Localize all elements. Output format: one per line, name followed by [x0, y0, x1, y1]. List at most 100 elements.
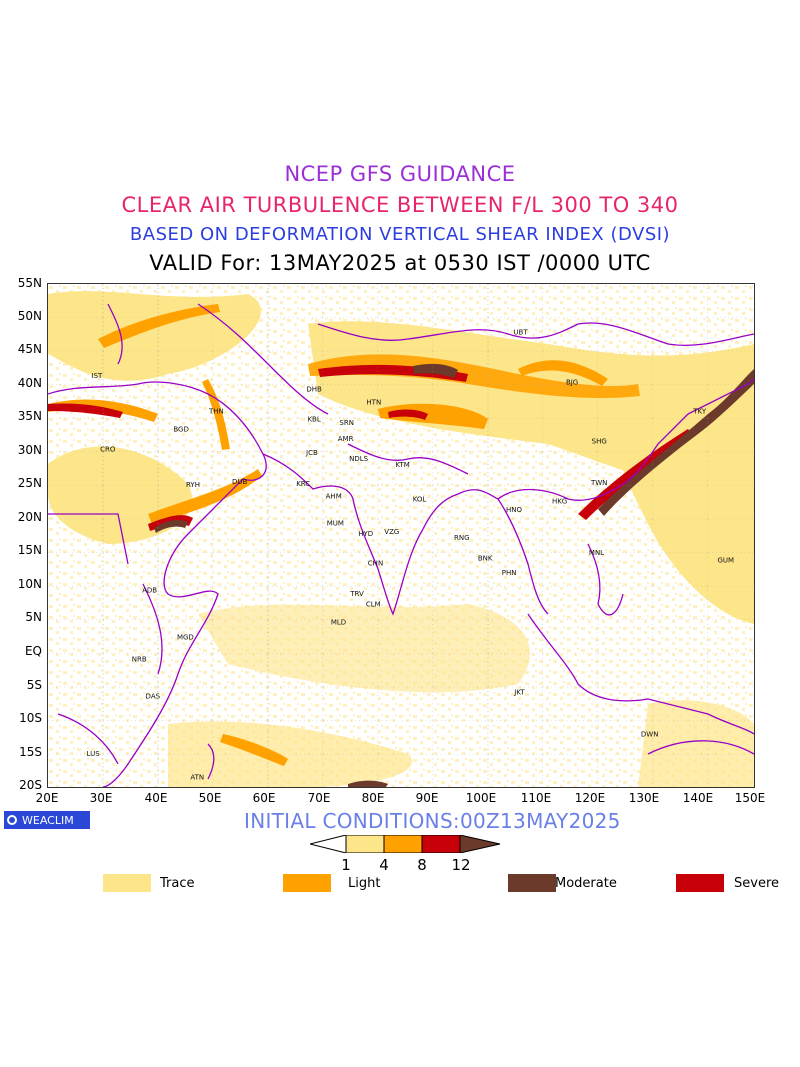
legend-label-moderate: Moderate	[555, 876, 617, 891]
lon-label: 30E	[89, 791, 113, 805]
city-label-srn: SRN	[339, 419, 354, 427]
lon-label: 130E	[628, 791, 660, 805]
lat-label: 35N	[17, 409, 42, 423]
lat-label: 50N	[17, 309, 42, 323]
lat-label: 45N	[17, 342, 42, 356]
city-label-atn: ATN	[190, 774, 204, 782]
city-label-hyd: HYD	[358, 530, 373, 538]
lat-label: 10N	[17, 577, 42, 591]
map-canvas: UBT BJG IST DHB HTN KBL SRN THN BGD SHG TKY AMR CRO J…	[48, 284, 754, 787]
colorbar	[310, 835, 501, 853]
city-label-phn: PHN	[502, 569, 517, 577]
lon-label: 80E	[361, 791, 385, 805]
colorbar-below-1	[310, 835, 347, 853]
city-label-ahm: AHM	[326, 493, 342, 501]
city-label-krc: KRC	[296, 480, 310, 488]
city-labels: UBT BJG IST DHB HTN KBL SRN THN BGD SHG TKY AMR CRO J…	[87, 328, 735, 781]
city-label-dub: DUB	[232, 478, 248, 486]
lon-label: 60E	[252, 791, 276, 805]
city-label-lus: LUS	[87, 750, 101, 758]
lon-label: 150E	[734, 791, 766, 805]
colorbar-trace	[345, 835, 385, 853]
title-product: CLEAR AIR TURBULENCE BETWEEN F/L 300 TO …	[121, 193, 679, 217]
lat-label: 40N	[17, 376, 42, 390]
boundaries	[48, 303, 754, 787]
city-label-nrb: NRB	[132, 656, 147, 664]
city-label-clm: CLM	[366, 601, 381, 609]
turbulence-map: UBT BJG IST DHB HTN KBL SRN THN BGD SHG TKY AMR CRO J…	[47, 283, 755, 788]
lat-label: 20S	[19, 778, 42, 792]
title-model: NCEP GFS GUIDANCE	[284, 162, 516, 186]
lat-label: 55N	[17, 276, 42, 290]
city-label-bnk: BNK	[478, 554, 493, 562]
initial-conditions: INITIAL CONDITIONS:00Z13MAY2025	[244, 809, 621, 833]
city-label-shg: SHG	[592, 438, 607, 446]
city-label-dhb: DHB	[306, 385, 322, 393]
legend-swatch-light	[283, 874, 331, 892]
city-label-trv: TRV	[349, 590, 364, 598]
colorbar-tick: 4	[379, 856, 389, 874]
colorbar-severe	[421, 835, 461, 853]
colorbar-tick: 12	[451, 856, 471, 874]
city-label-ndls: NDLS	[349, 455, 369, 463]
city-label-ist: IST	[92, 372, 104, 380]
logo-ring-icon	[7, 815, 17, 825]
city-label-jkt: JKT	[513, 688, 525, 696]
legend-swatch-trace	[103, 874, 151, 892]
city-label-jcb: JCB	[305, 449, 318, 457]
city-label-hno: HNO	[506, 506, 523, 514]
colorbar-tick: 1	[341, 856, 351, 874]
city-label-mld: MLD	[331, 619, 346, 627]
lon-label: 90E	[415, 791, 439, 805]
title-valid-time: VALID For: 13MAY2025 at 0530 IST /0000 U…	[149, 251, 651, 275]
lon-label: 50E	[198, 791, 222, 805]
colorbar-light	[383, 835, 423, 853]
city-label-dwn: DWN	[641, 731, 659, 739]
city-label-cro: CRO	[100, 446, 116, 454]
city-label-hkg: HKG	[552, 497, 567, 505]
city-label-kol: KOL	[413, 495, 427, 503]
city-label-adb: ADB	[142, 587, 157, 595]
city-label-htn: HTN	[366, 399, 381, 407]
city-label-kbl: KBL	[307, 416, 320, 424]
legend-label-trace: Trace	[160, 876, 195, 891]
lat-label: 25N	[17, 476, 42, 490]
lat-label: 30N	[17, 443, 42, 457]
city-label-das: DAS	[146, 693, 161, 701]
lon-label: 20E	[35, 791, 59, 805]
lon-label: 110E	[520, 791, 552, 805]
city-label-mnl: MNL	[589, 549, 604, 557]
lon-label: 100E	[465, 791, 497, 805]
colorbar-above-12	[459, 835, 501, 853]
city-label-bjg: BJG	[566, 379, 578, 387]
lon-label: 140E	[682, 791, 714, 805]
city-label-tky: TKY	[692, 407, 707, 415]
title-method: BASED ON DEFORMATION VERTICAL SHEAR INDE…	[129, 224, 671, 245]
city-label-thn: THN	[208, 407, 224, 415]
lon-label: 120E	[574, 791, 606, 805]
city-label-ktm: KTM	[395, 461, 409, 469]
lat-label: 5N	[25, 610, 42, 624]
city-label-ryh: RYH	[186, 481, 200, 489]
city-label-chn: CHN	[368, 560, 383, 568]
lon-label: 40E	[144, 791, 168, 805]
city-label-ubt: UBT	[513, 328, 528, 336]
lat-label: 5S	[26, 678, 42, 692]
legend-swatch-severe	[676, 874, 724, 892]
city-label-bgd: BGD	[173, 426, 189, 434]
city-label-gum: GUM	[718, 556, 735, 564]
legend-swatch-moderate	[508, 874, 556, 892]
lat-label: 15N	[17, 543, 42, 557]
lat-label: EQ	[24, 644, 42, 658]
city-label-vzg: VZG	[384, 528, 399, 536]
lat-label: 20N	[17, 510, 42, 524]
city-label-mgd: MGD	[177, 634, 194, 642]
lat-label: 15S	[19, 745, 42, 759]
logo-text: WEACLIM	[22, 813, 74, 827]
graticule	[48, 284, 754, 787]
city-label-mum: MUM	[327, 519, 344, 527]
lat-label: 10S	[19, 711, 42, 725]
city-label-rng: RNG	[454, 534, 470, 542]
legend-label-light: Light	[348, 876, 381, 891]
legend-label-severe: Severe	[734, 876, 779, 891]
